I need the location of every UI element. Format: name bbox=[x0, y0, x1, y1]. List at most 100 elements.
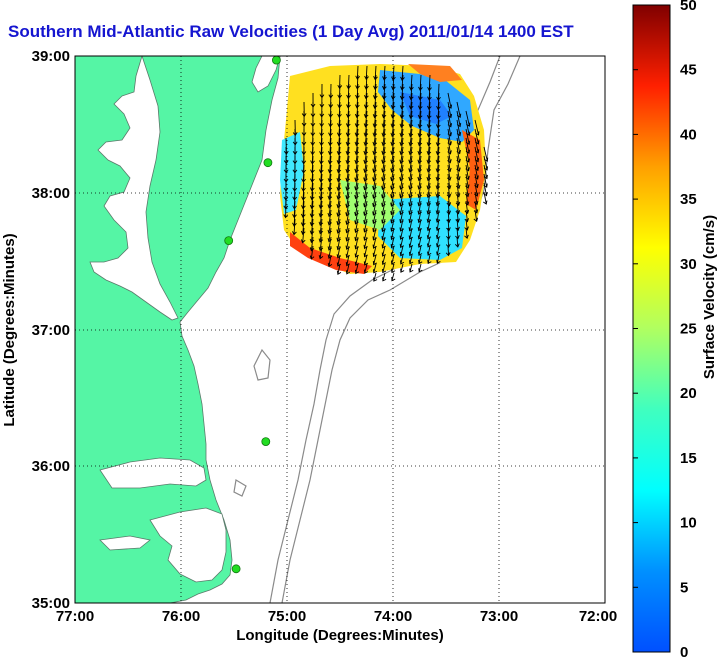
hf-radar-station-icon bbox=[231, 564, 241, 574]
current-arrow-icon bbox=[435, 146, 441, 165]
current-arrow-icon bbox=[399, 101, 405, 119]
current-arrow-icon bbox=[464, 227, 469, 240]
current-arrow-icon bbox=[309, 182, 315, 201]
velocity-field bbox=[280, 64, 489, 282]
current-arrow-icon bbox=[446, 200, 452, 215]
current-arrow-icon bbox=[336, 146, 342, 165]
current-arrow-icon bbox=[391, 65, 396, 81]
x-tick-label: 77:00 bbox=[56, 608, 94, 625]
current-arrow-icon bbox=[327, 200, 333, 218]
current-arrow-icon bbox=[417, 236, 423, 248]
pamlico-sound bbox=[149, 507, 227, 583]
current-arrow-icon bbox=[381, 92, 387, 110]
current-arrow-icon bbox=[436, 236, 441, 248]
x-tick-label: 72:00 bbox=[579, 608, 617, 625]
current-arrow-icon bbox=[435, 128, 441, 147]
current-arrow-icon bbox=[390, 245, 396, 257]
chart-title: Southern Mid-Atlantic Raw Velocities (1 … bbox=[8, 22, 574, 41]
current-arrow-icon bbox=[355, 74, 360, 90]
current-arrow-icon bbox=[354, 146, 360, 165]
current-arrow-icon bbox=[455, 227, 460, 240]
current-arrow-icon bbox=[300, 200, 306, 219]
x-tick-label: 74:00 bbox=[374, 608, 412, 625]
current-arrow-icon bbox=[373, 263, 378, 274]
current-arrow-icon bbox=[309, 218, 315, 235]
current-arrow-icon bbox=[436, 254, 441, 265]
current-arrow-icon bbox=[336, 182, 341, 200]
colorbar-tick-label: 40 bbox=[680, 126, 697, 143]
current-arrow-icon bbox=[363, 101, 369, 119]
current-arrow-icon bbox=[426, 146, 432, 165]
current-arrow-icon bbox=[318, 227, 324, 243]
current-arrow-icon bbox=[382, 74, 387, 91]
current-arrow-icon bbox=[363, 137, 369, 156]
current-arrow-icon bbox=[483, 191, 488, 205]
current-arrow-icon bbox=[426, 119, 432, 138]
current-arrow-icon bbox=[400, 254, 405, 265]
current-arrow-icon bbox=[373, 65, 378, 81]
current-arrow-icon bbox=[426, 110, 432, 129]
current-arrow-icon bbox=[318, 182, 324, 201]
current-arrow-icon bbox=[417, 155, 422, 173]
current-arrow-icon bbox=[373, 272, 378, 282]
current-arrow-icon bbox=[300, 209, 306, 227]
current-arrow-icon bbox=[427, 83, 432, 101]
current-arrow-icon bbox=[318, 218, 324, 235]
current-arrow-icon bbox=[435, 182, 441, 199]
current-arrow-icon bbox=[318, 200, 324, 218]
x-axis-label: Longitude (Degrees:Minutes) bbox=[236, 627, 444, 644]
current-arrow-icon bbox=[455, 191, 461, 207]
current-arrow-icon bbox=[417, 119, 423, 138]
current-arrow-icon bbox=[363, 119, 369, 137]
current-arrow-icon bbox=[390, 137, 395, 156]
current-arrow-icon bbox=[364, 83, 369, 100]
hf-radar-station-icon bbox=[263, 158, 273, 168]
x-tick-label: 73:00 bbox=[480, 608, 518, 625]
current-arrow-icon bbox=[328, 128, 333, 147]
current-arrow-icon bbox=[372, 92, 378, 109]
current-arrow-icon bbox=[363, 146, 368, 165]
current-arrow-icon bbox=[400, 74, 405, 91]
current-arrow-icon bbox=[445, 245, 451, 257]
current-arrow-icon bbox=[408, 110, 414, 129]
current-arrow-icon bbox=[399, 92, 405, 110]
colorbar-tick-label: 45 bbox=[680, 62, 697, 79]
current-arrow-icon bbox=[372, 137, 377, 156]
current-arrow-icon bbox=[417, 137, 423, 156]
current-arrow-icon bbox=[408, 83, 414, 101]
current-arrow-icon bbox=[409, 254, 414, 265]
current-arrow-icon bbox=[426, 164, 432, 182]
current-arrow-icon bbox=[318, 245, 324, 260]
current-arrow-icon bbox=[446, 227, 451, 240]
current-arrow-icon bbox=[400, 65, 405, 81]
current-arrow-icon bbox=[435, 173, 441, 190]
current-arrow-icon bbox=[300, 227, 306, 244]
current-arrow-icon bbox=[381, 128, 386, 147]
current-arrow-icon bbox=[354, 119, 360, 137]
hf-radar-station-icon bbox=[261, 437, 271, 447]
current-arrow-icon bbox=[435, 110, 441, 129]
current-arrow-icon bbox=[391, 74, 396, 91]
current-arrow-icon bbox=[464, 209, 470, 223]
chesapeake-bay bbox=[89, 56, 179, 321]
current-arrow-icon bbox=[345, 119, 351, 137]
current-arrow-icon bbox=[372, 128, 378, 147]
current-arrow-icon bbox=[408, 101, 414, 119]
current-arrow-icon bbox=[446, 182, 452, 199]
current-arrow-icon bbox=[426, 155, 432, 173]
current-arrow-icon bbox=[372, 83, 378, 100]
current-arrow-icon bbox=[399, 119, 405, 138]
current-arrow-icon bbox=[354, 263, 360, 275]
current-arrow-icon bbox=[435, 137, 441, 156]
current-arrow-icon bbox=[382, 65, 387, 81]
current-arrow-icon bbox=[390, 110, 396, 128]
current-arrow-icon bbox=[426, 137, 432, 156]
current-arrow-icon bbox=[464, 218, 469, 231]
current-arrow-icon bbox=[363, 110, 369, 128]
x-tick-label: 76:00 bbox=[162, 608, 200, 625]
velocity-red-southwest bbox=[290, 232, 372, 274]
current-arrow-icon bbox=[336, 263, 342, 275]
current-arrow-icon bbox=[381, 101, 387, 119]
current-arrow-icon bbox=[390, 101, 396, 119]
colorbar-tick-label: 20 bbox=[680, 385, 697, 402]
